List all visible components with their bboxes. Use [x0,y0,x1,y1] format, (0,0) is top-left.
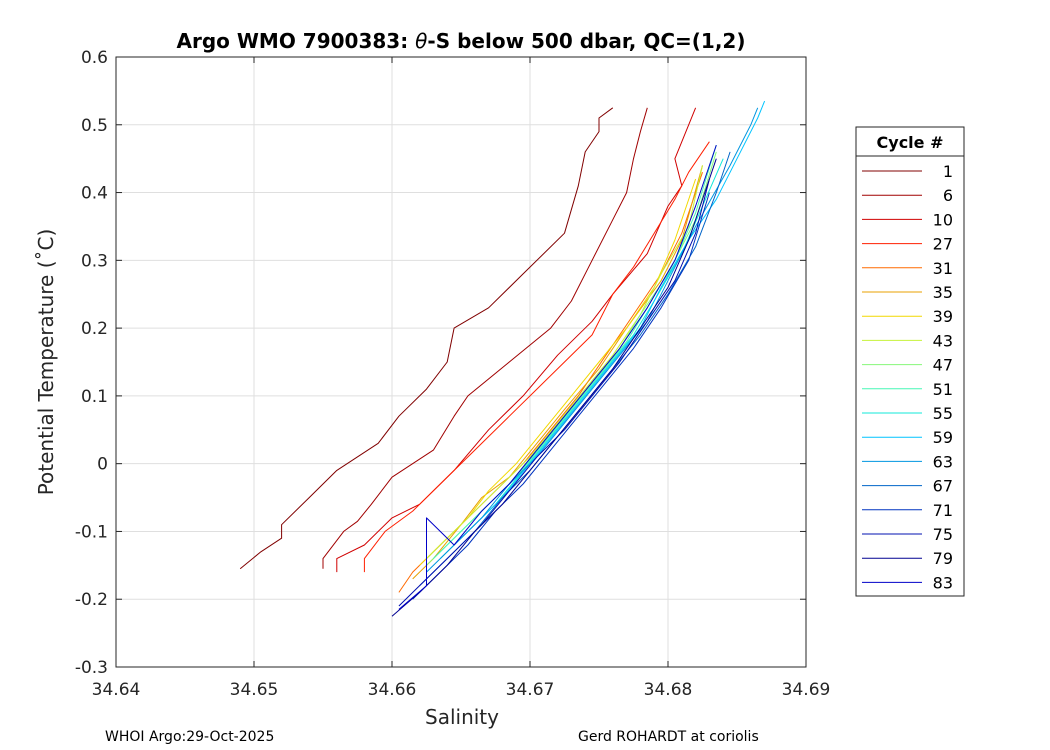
y-tick-label: -0.1 [75,522,108,542]
footer-source: WHOI Argo:29-Oct-2025 [105,729,274,745]
x-tick-label: 34.68 [644,680,693,700]
y-tick-label: 0.4 [81,184,108,204]
plot-frame [115,56,807,668]
profile-line-cycle-43 [426,165,703,559]
legend-label-cycle-83: 83 [933,573,953,592]
profile-line-cycle-79 [391,158,717,617]
plot-area [116,57,806,667]
legend-label-cycle-1: 1 [943,162,953,181]
y-tick-label: 0.5 [81,116,108,136]
profile-line-cycle-63 [426,107,759,573]
y-tick-label: 0.3 [81,251,108,271]
y-tick-label: 0 [97,455,108,475]
profile-line-cycle-6 [322,107,648,569]
legend-label-cycle-71: 71 [933,501,953,520]
profile-line-cycle-71 [412,192,710,600]
legend-label-cycle-43: 43 [933,331,953,350]
legend-label-cycle-47: 47 [933,356,953,375]
footer-author: Gerd ROHARDT at coriolis [578,729,759,745]
profile-lines [239,100,766,617]
legend-label-cycle-35: 35 [933,283,953,302]
legend-label-cycle-39: 39 [933,307,953,326]
legend-label-cycle-59: 59 [933,428,953,447]
x-tick-label: 34.64 [92,680,141,700]
profile-line-cycle-27 [363,141,710,573]
legend-label-cycle-67: 67 [933,477,953,496]
chart-title-suffix: -S below 500 dbar, QC=(1,2) [427,29,745,53]
legend-label-cycle-51: 51 [933,380,953,399]
x-tick-label: 34.66 [368,680,417,700]
x-tick-label: 34.67 [506,680,555,700]
legend-label-cycle-79: 79 [933,549,953,568]
y-tick-label: -0.2 [75,590,108,610]
legend-label-cycle-6: 6 [943,186,953,205]
axis-ticks: 34.64 34.65 34.66 34.67 34.68 34.69 -0.3 -0.2 -0… [75,48,831,700]
legend-box [855,126,965,597]
profile-line-cycle-1 [239,107,614,570]
y-tick-label: 0.6 [81,48,108,68]
y-tick-label: 0.2 [81,319,108,339]
chart-title: Argo WMO 7900383: θ-S below 500 dbar, QC… [177,29,746,53]
chart-title-theta: θ [415,29,427,53]
legend-label-cycle-27: 27 [933,235,953,254]
profile-line-cycle-35 [412,165,703,580]
profile-line-cycle-10 [336,107,697,573]
profile-line-cycle-75 [398,178,710,607]
y-tick-label: -0.3 [75,658,108,678]
legend-label-cycle-31: 31 [933,259,953,278]
legend-title: Cycle # [877,133,944,152]
profile-line-cycle-59 [446,100,766,553]
x-tick-label: 34.65 [230,680,279,700]
profile-line-cycle-83 [398,144,717,610]
legend-label-cycle-55: 55 [933,404,953,423]
x-axis-label: Salinity [425,705,499,729]
y-tick-label: 0.1 [81,387,108,407]
y-axis-label: Potential Temperature (˚C) [34,229,58,496]
legend-label-cycle-63: 63 [933,452,953,471]
legend-label-cycle-10: 10 [933,210,953,229]
legend: Cycle # 1 6 10 27 31 35 39 43 47 51 55 59 63 67 71 75 79… [855,126,965,597]
x-tick-label: 34.69 [782,680,831,700]
legend-label-cycle-75: 75 [933,525,953,544]
chart-title-prefix: Argo WMO 7900383: [177,29,416,53]
